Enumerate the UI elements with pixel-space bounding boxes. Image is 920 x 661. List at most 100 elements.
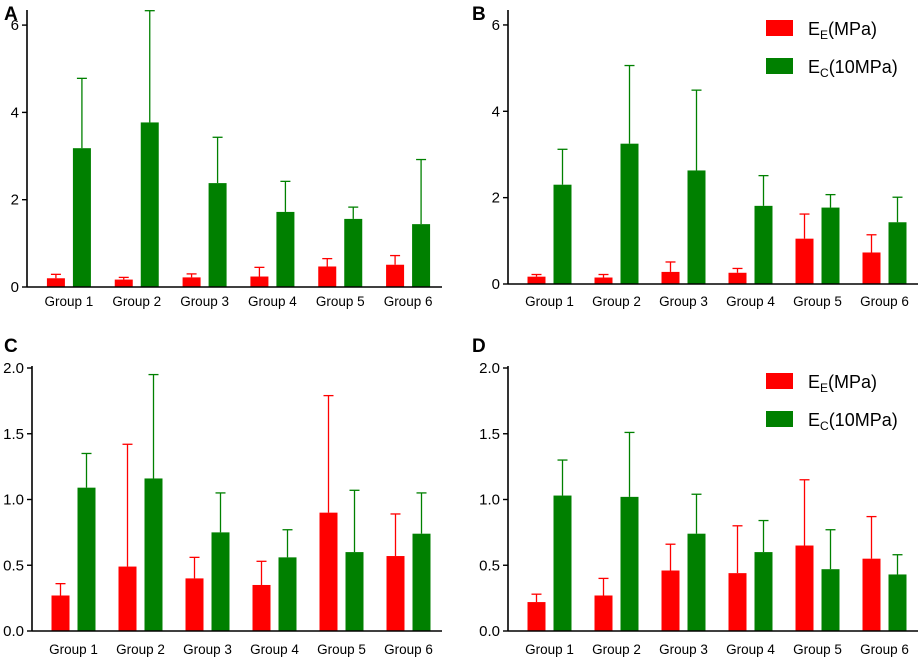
error-bar-ee-1: [55, 583, 66, 596]
error-bar-ec-3: [691, 493, 702, 534]
x-tick-label: Group 2: [592, 642, 641, 657]
bar-ee-2: [118, 566, 137, 631]
y-tick-label: 1.0: [3, 492, 24, 509]
y-tick-label: 4: [492, 103, 500, 120]
x-tick-label: Group 4: [248, 294, 297, 309]
bar-ec-4: [754, 552, 773, 631]
x-tick-label: Group 1: [49, 642, 98, 657]
bar-ec-2: [620, 496, 639, 631]
bar-ee-5: [795, 545, 814, 631]
y-tick-label: 2.0: [479, 360, 500, 377]
x-tick-label: Group 6: [384, 294, 433, 309]
panel-letter: A: [4, 4, 18, 25]
panel-letter: B: [472, 4, 486, 25]
error-bar-ee-1: [50, 273, 61, 279]
error-bar-ec-1: [557, 148, 568, 185]
legend: EE(MPa) EC(10MPa): [766, 19, 898, 80]
legend-label-ee: EE(MPa): [808, 19, 877, 42]
error-bar-ee-3: [665, 543, 676, 571]
bar-ec-3: [208, 183, 227, 287]
y-tick-label: 1.5: [3, 426, 24, 443]
bar-ec-6: [412, 224, 431, 287]
error-bar-ee-5: [322, 257, 333, 267]
error-bar-ec-5: [348, 206, 359, 219]
bar-ee-6: [386, 556, 405, 631]
error-bar-ee-6: [866, 234, 877, 253]
x-tick-label: Group 3: [659, 642, 708, 657]
bar-ec-3: [687, 533, 706, 631]
x-tick-label: Group 6: [384, 642, 433, 657]
bar-ec-1: [72, 148, 91, 287]
x-tick-label: Group 6: [860, 294, 909, 309]
bar-ee-3: [182, 277, 201, 287]
error-bar-ec-6: [892, 554, 903, 575]
error-bar-ec-1: [557, 459, 568, 496]
bar-ec-4: [276, 211, 295, 287]
bar-ee-6: [862, 558, 881, 631]
y-tick-label: 2.0: [3, 360, 24, 377]
bar-ee-5: [318, 266, 337, 287]
x-tick-label: Group 4: [726, 294, 775, 309]
x-tick-label: Group 3: [180, 294, 229, 309]
error-bar-ec-2: [148, 373, 159, 479]
chart-panel-b: B 0 2 4 6 Group 1 Group 2 Group 3 Group 4 Group 5…: [472, 4, 918, 309]
y-tick-label: 1.5: [479, 426, 500, 443]
bar-ec-5: [821, 207, 840, 284]
error-bar-ec-6: [416, 158, 427, 225]
error-bar-ee-2: [598, 577, 609, 596]
bar-ec-4: [278, 557, 297, 631]
error-bar-ee-2: [118, 276, 129, 280]
x-tick-label: Group 1: [45, 294, 94, 309]
bar-ee-4: [728, 573, 747, 631]
x-tick-label: Group 4: [250, 642, 299, 657]
error-bar-ec-1: [81, 452, 92, 488]
bar-ee-4: [250, 276, 269, 287]
y-tick-label: 0.5: [3, 557, 24, 574]
y-tick-label: 1.0: [479, 492, 500, 509]
error-bar-ee-2: [122, 443, 133, 567]
legend-swatch-ee: [766, 20, 793, 36]
legend-swatch-ec: [766, 58, 793, 74]
bar-ec-5: [345, 552, 364, 631]
chart-panel-c: C 0.0 0.5 1.0 1.5 2.0 Group 1 Group 2 Group 3 Gro…: [3, 336, 442, 657]
bar-ee-6: [862, 252, 881, 284]
x-tick-label: Group 3: [183, 642, 232, 657]
bar-ee-5: [795, 238, 814, 284]
bar-ec-6: [888, 574, 907, 631]
x-tick-label: Group 2: [112, 294, 161, 309]
bar-ec-6: [888, 222, 907, 284]
bar-ec-1: [553, 495, 572, 631]
x-tick-label: Group 5: [317, 642, 366, 657]
error-bar-ec-5: [349, 489, 360, 553]
bar-ee-3: [661, 271, 680, 284]
bar-ec-6: [412, 533, 431, 631]
error-bar-ec-2: [144, 10, 155, 123]
bar-ee-4: [252, 584, 271, 631]
error-bar-ec-6: [892, 196, 903, 223]
panel-letter: D: [472, 336, 486, 357]
bar-ee-3: [661, 570, 680, 631]
error-bar-ec-3: [691, 89, 702, 171]
error-bar-ec-2: [624, 64, 635, 144]
legend-label-ee: EE(MPa): [808, 372, 877, 395]
y-tick-label: 6: [492, 17, 500, 34]
chart-panel-a: A 0 2 4 6 Group 1 Group 2 Group 3 Group 4 Group 5…: [4, 4, 442, 309]
bar-ee-2: [114, 279, 133, 287]
y-tick-label: 0.5: [479, 557, 500, 574]
bar-ee-4: [728, 272, 747, 284]
bar-ee-6: [386, 264, 405, 287]
y-tick-label: 4: [11, 104, 19, 121]
error-bar-ec-1: [76, 77, 87, 149]
y-tick-label: 2: [492, 190, 500, 207]
bar-ee-5: [319, 512, 338, 631]
bar-ee-1: [51, 595, 70, 631]
bar-ec-4: [754, 205, 773, 284]
bar-ee-2: [594, 595, 613, 631]
bar-ee-2: [594, 277, 613, 284]
x-tick-label: Group 3: [659, 294, 708, 309]
error-bar-ee-1: [531, 273, 542, 277]
bar-ec-2: [620, 143, 639, 284]
error-bar-ec-5: [825, 193, 836, 208]
panel-letter: C: [4, 336, 18, 357]
